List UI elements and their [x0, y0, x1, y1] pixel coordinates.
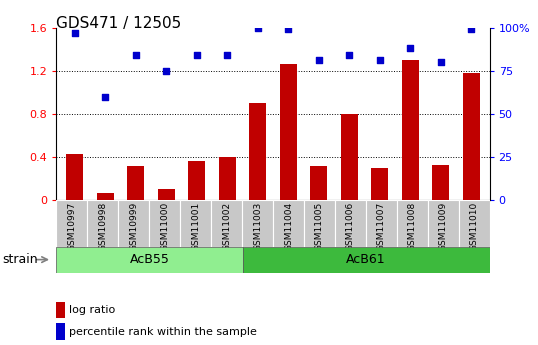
Point	[162, 68, 171, 73]
Bar	[128, 166, 144, 200]
Point	[406, 46, 415, 51]
Point	[315, 58, 323, 63]
Point	[467, 27, 476, 32]
Bar	[158, 189, 175, 200]
Text: GSM11005: GSM11005	[315, 201, 324, 251]
Text: strain: strain	[3, 253, 38, 266]
Text: GSM11008: GSM11008	[408, 201, 417, 251]
Text: percentile rank within the sample: percentile rank within the sample	[69, 327, 257, 337]
Bar	[97, 193, 114, 200]
Text: GSM10997: GSM10997	[67, 201, 76, 251]
Text: GSM11010: GSM11010	[470, 201, 479, 251]
Bar	[66, 154, 83, 200]
Bar	[280, 64, 296, 200]
Point	[131, 52, 140, 58]
Point	[376, 58, 384, 63]
Text: GSM11002: GSM11002	[222, 201, 231, 250]
Bar	[242, 200, 273, 247]
Bar	[341, 114, 358, 200]
Bar	[188, 161, 205, 200]
Bar	[219, 157, 236, 200]
Bar	[428, 200, 458, 247]
Point	[101, 94, 110, 99]
Text: GSM11006: GSM11006	[346, 201, 355, 251]
Bar	[335, 200, 366, 247]
Text: GSM10998: GSM10998	[98, 201, 108, 251]
Bar	[56, 323, 65, 340]
Bar	[273, 200, 304, 247]
Bar	[243, 247, 490, 273]
Text: log ratio: log ratio	[69, 305, 116, 315]
Bar	[463, 73, 480, 200]
Bar	[304, 200, 335, 247]
Point	[70, 30, 79, 36]
Text: GSM11001: GSM11001	[191, 201, 200, 251]
Point	[193, 52, 201, 58]
Bar	[56, 302, 65, 318]
Bar	[87, 200, 118, 247]
Bar	[149, 200, 180, 247]
Text: GSM11009: GSM11009	[438, 201, 448, 251]
Bar	[402, 60, 419, 200]
Point	[253, 25, 262, 30]
Bar	[366, 200, 397, 247]
Bar	[118, 200, 149, 247]
Text: GDS471 / 12505: GDS471 / 12505	[56, 16, 182, 30]
Bar	[56, 247, 243, 273]
Text: GSM11003: GSM11003	[253, 201, 262, 251]
Text: AcB61: AcB61	[346, 253, 386, 266]
Bar	[433, 165, 449, 200]
Bar	[180, 200, 211, 247]
Bar	[397, 200, 428, 247]
Bar	[211, 200, 242, 247]
Bar	[371, 168, 388, 200]
Point	[345, 52, 353, 58]
Point	[223, 52, 231, 58]
Bar	[56, 200, 87, 247]
Text: AcB55: AcB55	[130, 253, 169, 266]
Bar	[458, 200, 490, 247]
Point	[436, 59, 445, 65]
Text: GSM11004: GSM11004	[284, 201, 293, 250]
Text: GSM11000: GSM11000	[160, 201, 169, 251]
Bar	[310, 166, 327, 200]
Text: GSM11007: GSM11007	[377, 201, 386, 251]
Bar	[250, 103, 266, 200]
Text: GSM10999: GSM10999	[129, 201, 138, 251]
Point	[284, 27, 293, 32]
